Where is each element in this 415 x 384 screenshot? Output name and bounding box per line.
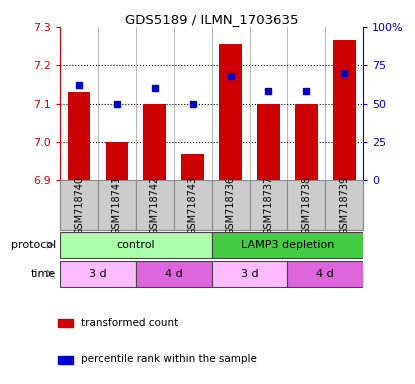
Text: GSM718739: GSM718739	[339, 176, 349, 235]
FancyBboxPatch shape	[212, 232, 363, 258]
Text: GSM718740: GSM718740	[74, 176, 84, 235]
Bar	[58, 319, 73, 327]
FancyBboxPatch shape	[136, 180, 174, 230]
FancyBboxPatch shape	[98, 180, 136, 230]
FancyBboxPatch shape	[325, 180, 363, 230]
Text: GSM718737: GSM718737	[264, 176, 273, 235]
Text: percentile rank within the sample: percentile rank within the sample	[81, 354, 256, 364]
FancyBboxPatch shape	[136, 261, 212, 286]
Text: time: time	[31, 268, 56, 279]
Text: 3 d: 3 d	[89, 268, 107, 279]
Text: 4 d: 4 d	[165, 268, 183, 279]
Bar	[144, 104, 166, 180]
Bar	[58, 356, 73, 364]
Bar	[219, 44, 242, 180]
FancyBboxPatch shape	[249, 180, 287, 230]
Bar	[105, 142, 128, 180]
Bar	[181, 154, 204, 180]
Text: GSM718738: GSM718738	[301, 176, 311, 235]
Bar	[68, 92, 90, 180]
FancyBboxPatch shape	[60, 261, 136, 286]
Text: GSM718743: GSM718743	[188, 176, 198, 235]
FancyBboxPatch shape	[212, 180, 249, 230]
Text: transformed count: transformed count	[81, 318, 178, 328]
FancyBboxPatch shape	[60, 232, 212, 258]
Bar	[333, 40, 356, 180]
Text: GSM718736: GSM718736	[226, 176, 236, 235]
FancyBboxPatch shape	[212, 261, 287, 286]
Bar	[257, 104, 280, 180]
Text: control: control	[117, 240, 155, 250]
Text: 4 d: 4 d	[316, 268, 334, 279]
Text: GSM718742: GSM718742	[150, 176, 160, 235]
FancyBboxPatch shape	[287, 261, 363, 286]
FancyBboxPatch shape	[287, 180, 325, 230]
Title: GDS5189 / ILMN_1703635: GDS5189 / ILMN_1703635	[125, 13, 298, 26]
FancyBboxPatch shape	[174, 180, 212, 230]
FancyBboxPatch shape	[60, 180, 98, 230]
Bar	[295, 104, 318, 180]
Text: 3 d: 3 d	[241, 268, 258, 279]
Text: LAMP3 depletion: LAMP3 depletion	[241, 240, 334, 250]
Text: protocol: protocol	[11, 240, 56, 250]
Text: GSM718741: GSM718741	[112, 176, 122, 235]
